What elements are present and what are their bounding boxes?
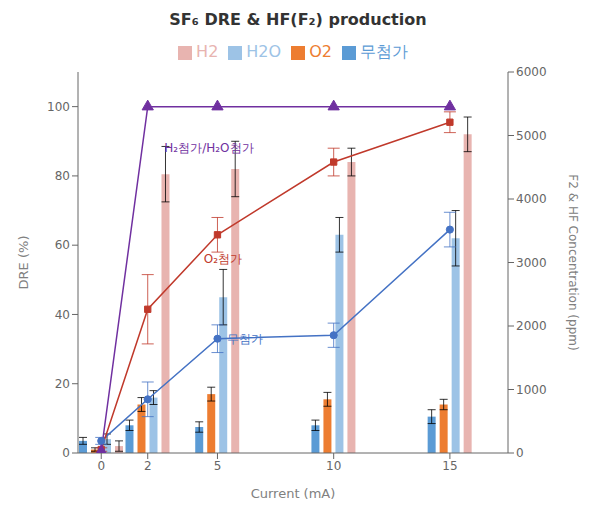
svg-text:1000: 1000 (516, 383, 547, 397)
svg-text:2: 2 (144, 459, 152, 473)
svg-text:Current (mA): Current (mA) (251, 486, 336, 501)
svg-text:0: 0 (97, 459, 105, 473)
svg-text:2000: 2000 (516, 319, 547, 333)
html-text:H2O: H2O (246, 42, 282, 61)
svg-text:DRE (%): DRE (%) (16, 236, 31, 290)
svg-text:20: 20 (55, 377, 70, 391)
svg-text:80: 80 (55, 169, 70, 183)
svg-text:O₂첨가: O₂첨가 (204, 252, 242, 266)
svg-text:3000: 3000 (516, 256, 547, 270)
svg-text:0: 0 (62, 446, 70, 460)
svg-text:0: 0 (516, 446, 524, 460)
svg-text:6000: 6000 (516, 65, 547, 79)
svg-text:H₂첨가/H₂O첨가: H₂첨가/H₂O첨가 (164, 141, 253, 155)
svg-text:100: 100 (47, 100, 70, 114)
svg-text:40: 40 (55, 308, 70, 322)
svg-text:15: 15 (442, 459, 457, 473)
svg-text:무첨가: 무첨가 (227, 332, 263, 346)
svg-text:10: 10 (326, 459, 341, 473)
svg-text:4000: 4000 (516, 192, 547, 206)
html-text:O2: O2 (309, 42, 332, 61)
svg-text:5: 5 (214, 459, 222, 473)
svg-text:F2 & HF Concentration (ppm): F2 & HF Concentration (ppm) (566, 174, 580, 350)
html-text:H2: H2 (196, 42, 219, 61)
svg-text:5000: 5000 (516, 129, 547, 143)
html-text:무첨가: 무첨가 (359, 42, 408, 61)
svg-text:60: 60 (55, 238, 70, 252)
html-text:SF₆ DRE & HF(F₂) production: SF₆ DRE & HF(F₂) production (169, 10, 427, 29)
